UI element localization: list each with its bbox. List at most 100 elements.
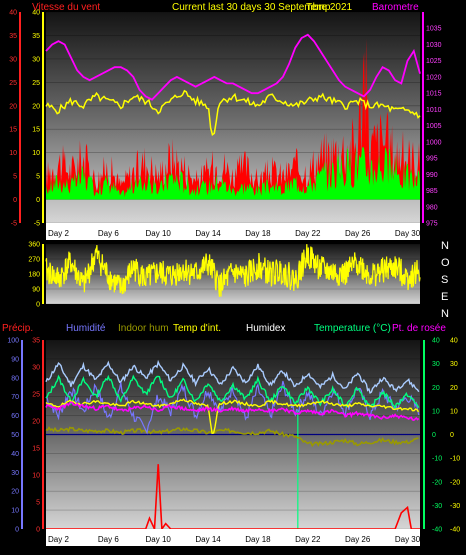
indoor-temp-tick-label: 30 xyxy=(450,361,458,368)
humidity-tick-label: 30 xyxy=(11,470,19,477)
compass-label: N xyxy=(441,240,449,252)
humidity-tick-label: 90 xyxy=(11,356,19,363)
indoor-temp-tick-label: -40 xyxy=(450,527,460,534)
bottom-x-tick-label: Day 10 xyxy=(146,535,172,544)
top-left-tick-label: 0 xyxy=(13,197,17,204)
indoor-temp-tick-label: -10 xyxy=(450,456,460,463)
temperature-tick-label: 20 xyxy=(432,385,440,392)
humidity-tick-label: 0 xyxy=(15,527,19,534)
temperature-tick-label: -30 xyxy=(432,503,442,510)
top-right-tick-label: 980 xyxy=(426,204,438,211)
top-right-tick-label: 1025 xyxy=(426,58,442,65)
humidity-tick-label: 70 xyxy=(11,394,19,401)
direction-tick-label: 270 xyxy=(28,257,40,264)
indoor-hum-title: Indoor hum xyxy=(118,323,169,334)
compass-label: N xyxy=(441,308,449,320)
top-x-tick-label: Day 10 xyxy=(146,229,172,238)
top-right-tick-label: 975 xyxy=(426,221,438,228)
direction-tick-label: 0 xyxy=(36,302,40,309)
bottom-x-tick-label: Day 6 xyxy=(98,535,119,544)
top-right-tick-label: 1015 xyxy=(426,91,442,98)
indoor-temp-tick-label: -30 xyxy=(450,503,460,510)
direction-tick-label: 360 xyxy=(28,242,40,249)
humidity-tick-label: 50 xyxy=(11,432,19,439)
humidity-tick-label: 20 xyxy=(11,489,19,496)
rain-title: Précip. xyxy=(2,323,33,334)
indoor-temp-tick-label: 20 xyxy=(450,385,458,392)
top-right-tick-label: 1000 xyxy=(426,139,442,146)
top-temp-tick-label: 25 xyxy=(32,80,40,87)
top-left-tick-label: -5 xyxy=(11,221,17,228)
pressure-title: Barometre xyxy=(372,2,419,13)
top-right-tick-label: 990 xyxy=(426,172,438,179)
top-left-tick-label: 40 xyxy=(9,10,17,17)
top-right-tick-label: 985 xyxy=(426,188,438,195)
temperature-tick-label: -40 xyxy=(432,527,442,534)
rain-tick-label: 20 xyxy=(32,419,40,426)
temperature-tick-label: 0 xyxy=(432,432,436,439)
top-right-tick-label: 1010 xyxy=(426,107,442,114)
series-temperature xyxy=(45,374,420,410)
bottom-x-tick-label: Day 22 xyxy=(295,535,321,544)
top-x-tick-label: Day 14 xyxy=(195,229,221,238)
top-x-tick-label: Day 18 xyxy=(245,229,271,238)
temperature-tick-label: 30 xyxy=(432,361,440,368)
series-pressure-line xyxy=(45,33,421,101)
dewpoint-title: Pt. de rosée xyxy=(392,323,446,334)
direction-tick-label: 180 xyxy=(28,272,40,279)
humidity-tick-label: 10 xyxy=(11,508,19,515)
top-temp-tick-label: 0 xyxy=(36,197,40,204)
indoor-temp-title: Temp d'int. xyxy=(173,323,221,334)
series-gust-area xyxy=(46,38,420,200)
wind-title: Vitesse du vent xyxy=(32,2,100,13)
compass-label: S xyxy=(441,274,448,286)
period-title: Current last 30 days 30 Septembre 2021 xyxy=(172,2,353,13)
top-right-tick-label: 1030 xyxy=(426,42,442,49)
temp-title: Temp xyxy=(306,2,331,13)
humidex-title: Humidex xyxy=(246,323,285,334)
indoor-temp-tick-label: 40 xyxy=(450,338,458,345)
humidity-tick-label: 80 xyxy=(11,375,19,382)
series-temp-line xyxy=(45,89,421,136)
rain-tick-label: 5 xyxy=(36,500,40,507)
series-humidity xyxy=(45,380,420,435)
top-temp-tick-label: 10 xyxy=(32,150,40,157)
series-wind-area xyxy=(46,146,420,200)
top-temp-tick-label: 20 xyxy=(32,103,40,110)
top-left-tick-label: 15 xyxy=(9,127,17,134)
top-left-tick-label: 20 xyxy=(9,103,17,110)
bottom-x-tick-label: Day 18 xyxy=(245,535,271,544)
temperature-tick-label: 10 xyxy=(432,408,440,415)
humidity-title: Humidité xyxy=(66,323,106,334)
rain-tick-label: 35 xyxy=(32,338,40,345)
top-right-tick-label: 995 xyxy=(426,156,438,163)
compass-label: E xyxy=(441,291,448,303)
temperature-tick-label: -20 xyxy=(432,479,442,486)
temperature-title: Temperature (°C) xyxy=(314,323,391,334)
series-humidex xyxy=(45,359,420,394)
bottom-x-tick-label: Day 30 xyxy=(395,535,421,544)
indoor-temp-tick-label: 10 xyxy=(450,408,458,415)
top-x-tick-label: Day 26 xyxy=(345,229,371,238)
top-left-tick-label: 30 xyxy=(9,56,17,63)
top-right-tick-label: 1020 xyxy=(426,74,442,81)
humidity-tick-label: 100 xyxy=(7,338,19,345)
top-left-tick-label: 10 xyxy=(9,150,17,157)
compass-label: O xyxy=(441,257,450,269)
series-direction xyxy=(45,244,421,297)
top-temp-tick-label: -5 xyxy=(34,221,40,228)
temperature-tick-label: -10 xyxy=(432,456,442,463)
rain-tick-label: 25 xyxy=(32,392,40,399)
top-right-tick-label: 1035 xyxy=(426,26,442,33)
bottom-x-tick-label: Day 26 xyxy=(345,535,371,544)
series-dewpoint xyxy=(45,401,420,422)
humidity-tick-label: 60 xyxy=(11,413,19,420)
top-x-tick-label: Day 6 xyxy=(98,229,119,238)
top-left-tick-label: 5 xyxy=(13,174,17,181)
top-temp-tick-label: 30 xyxy=(32,56,40,63)
humidity-tick-label: 40 xyxy=(11,451,19,458)
indoor-temp-tick-label: -20 xyxy=(450,479,460,486)
top-x-tick-label: Day 30 xyxy=(395,229,421,238)
top-temp-tick-label: 35 xyxy=(32,33,40,40)
